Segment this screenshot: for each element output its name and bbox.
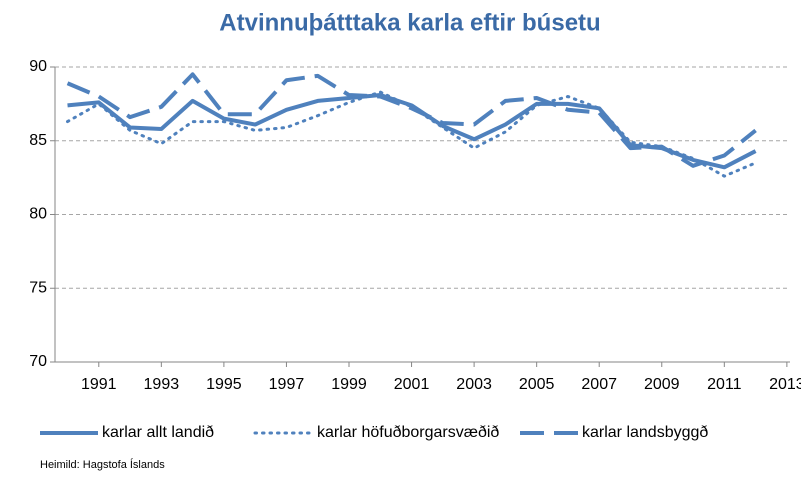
chart-title: Atvinnuþátttaka karla eftir búsetu [219,9,600,36]
x-tick-label: 2005 [519,376,555,393]
x-tick-label: 2011 [707,376,742,393]
x-tick-label: 1991 [81,376,117,393]
legend-label: karlar landsbyggð [582,424,708,441]
x-tick-label: 2003 [456,376,492,393]
y-tick-label: 75 [29,279,47,296]
y-tick-label: 85 [29,132,47,149]
legend-label: karlar allt landið [102,424,214,441]
y-tick-label: 90 [29,58,47,75]
data-line [67,93,757,170]
x-tick-label: 2013 [769,376,801,393]
data-line [66,72,757,168]
x-tick-label: 1997 [269,376,305,393]
x-tick-label: 2009 [644,376,680,393]
y-tick-label: 70 [29,353,47,370]
legend-label: karlar höfuðborgarsvæðið [317,424,499,441]
x-tick-label: 1999 [331,376,367,393]
x-tick-label: 1995 [206,376,242,393]
x-tick-label: 1993 [144,376,180,393]
source-note: Heimild: Hagstofa Íslands [40,458,165,471]
x-tick-label: 2001 [394,376,430,393]
data-line [66,90,758,178]
x-tick-label: 2007 [581,376,617,393]
y-tick-label: 80 [29,206,47,223]
